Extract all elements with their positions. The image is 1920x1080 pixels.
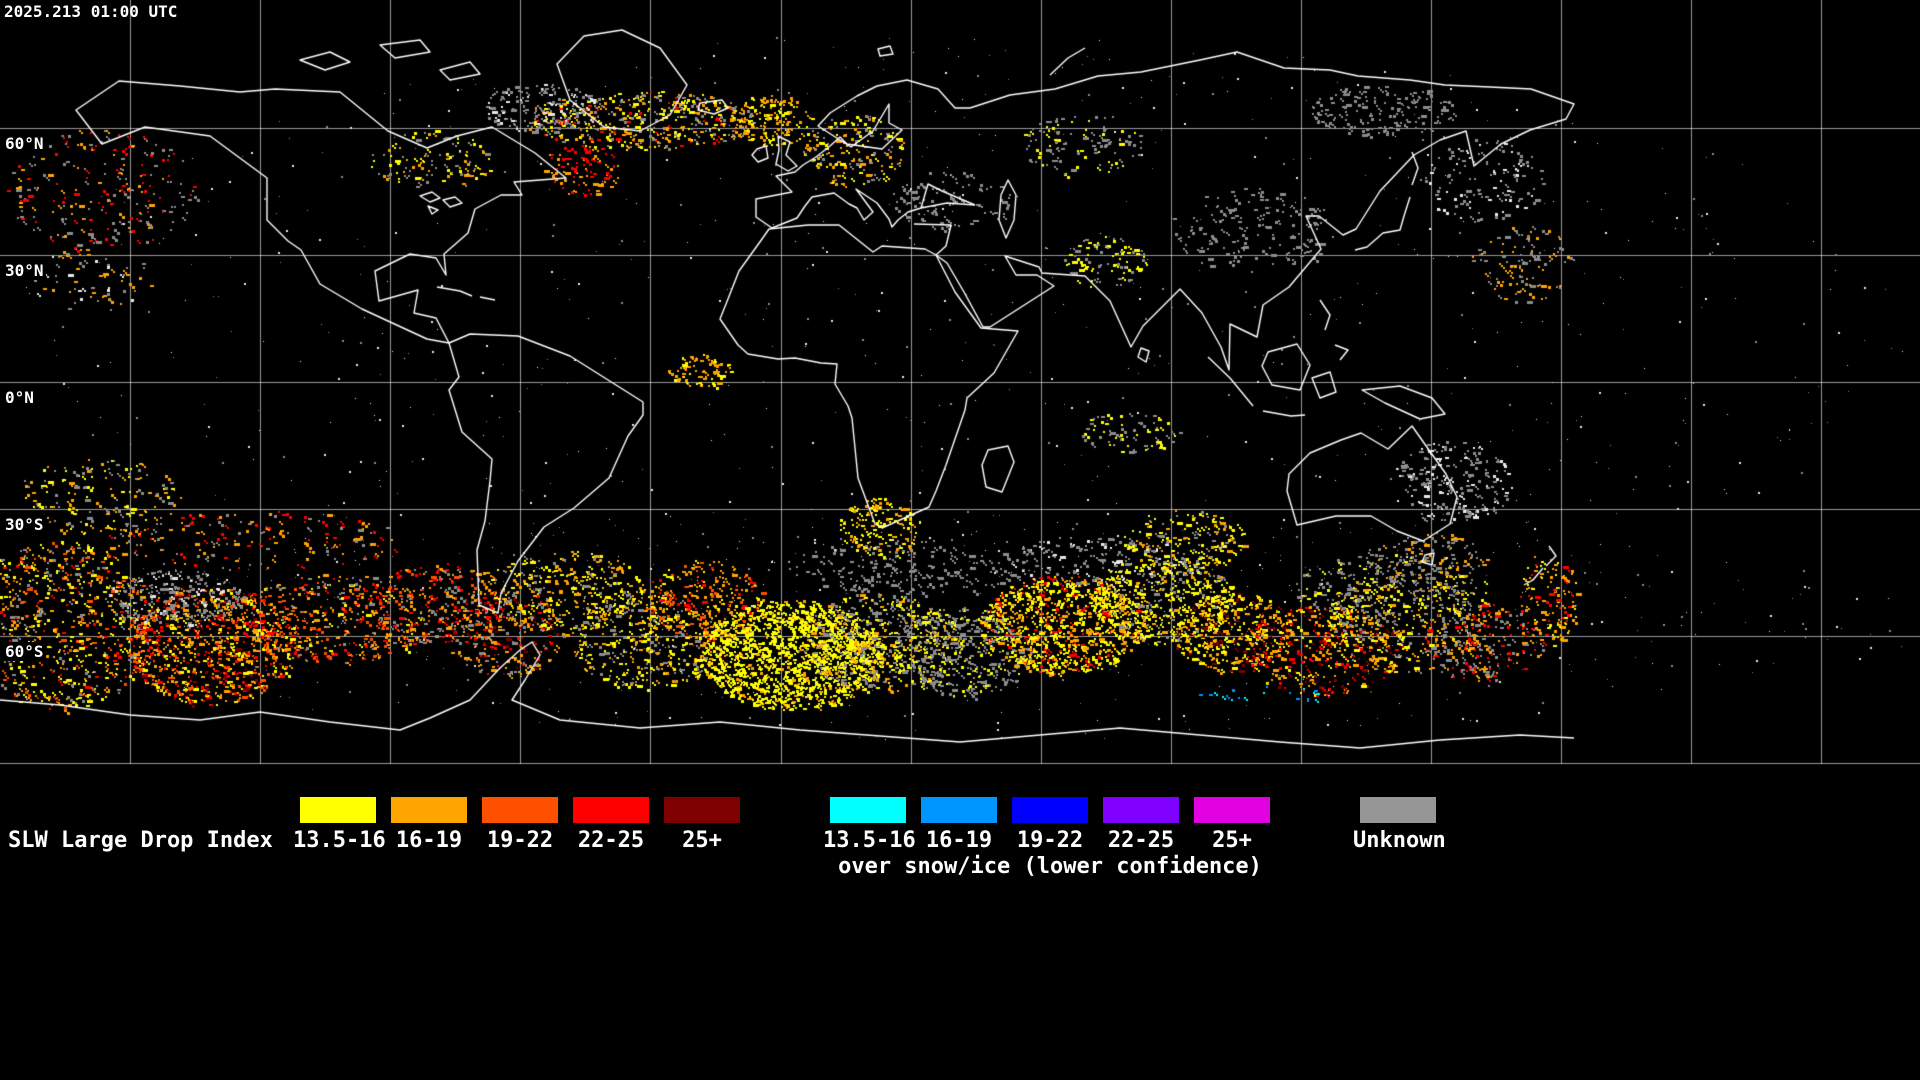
legend-label-unknown: Unknown	[1353, 828, 1446, 853]
lat-label-60s: 60°S	[3, 642, 46, 661]
legend-swatch-cool-2	[921, 797, 997, 823]
legend-swatch-warm-2	[391, 797, 467, 823]
legend-title: SLW Large Drop Index	[8, 828, 273, 853]
lat-label-30s: 30°S	[3, 515, 46, 534]
legend-swatch-cool-1	[830, 797, 906, 823]
legend-label-cool-2: 16-19	[925, 828, 993, 853]
legend-label-cool-4: 22-25	[1107, 828, 1175, 853]
legend-swatch-unknown	[1360, 797, 1436, 823]
legend-label-cool-3: 19-22	[1016, 828, 1084, 853]
legend-label-cool-1: 13.5-16	[823, 828, 916, 853]
timestamp: 2025.213 01:00 UTC	[4, 2, 178, 21]
legend-swatch-cool-5	[1194, 797, 1270, 823]
legend-item-cool-2: 16-19	[914, 797, 1004, 853]
world-map	[0, 0, 1920, 790]
lat-label-60n: 60°N	[3, 134, 46, 153]
legend-item-cool-4: 22-25	[1096, 797, 1186, 853]
legend-label-warm-2: 16-19	[395, 828, 463, 853]
legend: SLW Large Drop Index 13.5-16 16-19 19-22…	[0, 790, 1920, 1080]
legend-item-warm-3: 19-22	[475, 797, 565, 853]
legend-snow-ice-caption: over snow/ice (lower confidence)	[838, 854, 1262, 879]
lat-label-30n: 30°N	[3, 261, 46, 280]
legend-item-warm-2: 16-19	[384, 797, 474, 853]
legend-swatch-cool-3	[1012, 797, 1088, 823]
legend-item-cool-1: 13.5-16	[823, 797, 916, 853]
legend-label-cool-5: 25+	[1212, 828, 1252, 853]
legend-item-warm-4: 22-25	[566, 797, 656, 853]
legend-swatch-cool-4	[1103, 797, 1179, 823]
legend-item-cool-5: 25+	[1187, 797, 1277, 853]
legend-swatch-warm-4	[573, 797, 649, 823]
legend-item-cool-3: 19-22	[1005, 797, 1095, 853]
legend-label-warm-3: 19-22	[486, 828, 554, 853]
legend-swatch-warm-5	[664, 797, 740, 823]
legend-label-warm-5: 25+	[682, 828, 722, 853]
legend-label-warm-1: 13.5-16	[293, 828, 386, 853]
legend-item-warm-1: 13.5-16	[293, 797, 386, 853]
legend-label-warm-4: 22-25	[577, 828, 645, 853]
legend-item-warm-5: 25+	[657, 797, 747, 853]
legend-swatch-warm-1	[300, 797, 376, 823]
lat-label-0n: 0°N	[3, 388, 36, 407]
legend-swatch-warm-3	[482, 797, 558, 823]
legend-item-unknown: Unknown	[1353, 797, 1446, 853]
